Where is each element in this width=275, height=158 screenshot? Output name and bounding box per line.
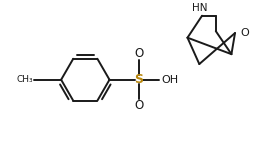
Text: O: O [134,99,144,112]
Text: CH₃: CH₃ [16,75,33,84]
Text: HN: HN [192,3,208,13]
Text: S: S [134,73,143,86]
Text: O: O [134,47,144,60]
Text: OH: OH [162,75,179,85]
Text: O: O [240,28,249,38]
